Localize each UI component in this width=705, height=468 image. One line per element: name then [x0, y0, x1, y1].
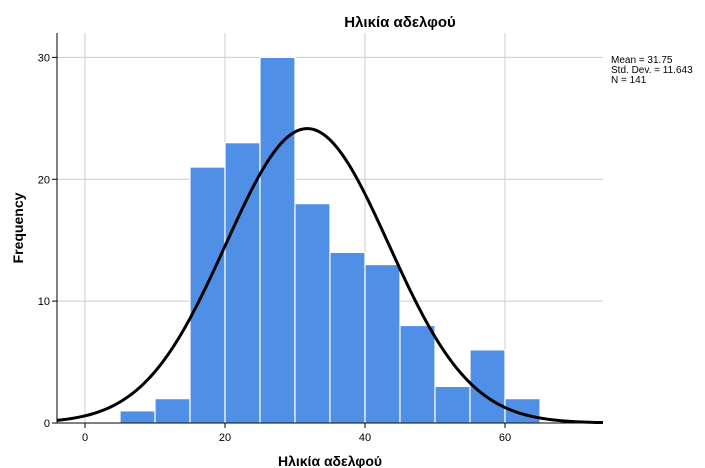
histogram-bar: [154, 398, 191, 424]
histogram-bar: [259, 56, 296, 424]
x-tick-label: 0: [82, 432, 88, 444]
histogram-bar: [294, 203, 331, 424]
y-tick-label: 0: [44, 418, 50, 430]
histogram-bar: [119, 410, 156, 424]
x-tick-label: 60: [499, 432, 511, 444]
normal-curve: [56, 127, 604, 425]
x-axis-title: Ηλικία αδελφού: [278, 453, 382, 468]
axes: [56, 33, 603, 424]
tick-labels: 0 10 20 30 0 20 40 60: [38, 52, 511, 444]
y-axis-title: Frequency: [10, 192, 26, 263]
histogram-bar: [434, 385, 471, 424]
stats-line: Std. Dev. = 11.643: [611, 65, 693, 76]
bars: [119, 56, 541, 424]
chart-title: Ηλικία αδελφού: [344, 14, 456, 31]
y-tick-label: 10: [38, 296, 50, 308]
y-tick-label: 20: [38, 174, 50, 186]
histogram-bar: [399, 324, 436, 424]
histogram-bar: [189, 166, 226, 424]
x-tick-label: 20: [219, 432, 231, 444]
stats-line: N = 141: [611, 75, 647, 86]
y-tick-label: 30: [38, 52, 50, 64]
histogram-bar: [364, 263, 401, 424]
x-tick-label: 40: [359, 432, 371, 444]
histogram-bar: [329, 251, 366, 424]
stats-line: Mean = 31.75: [611, 55, 673, 66]
